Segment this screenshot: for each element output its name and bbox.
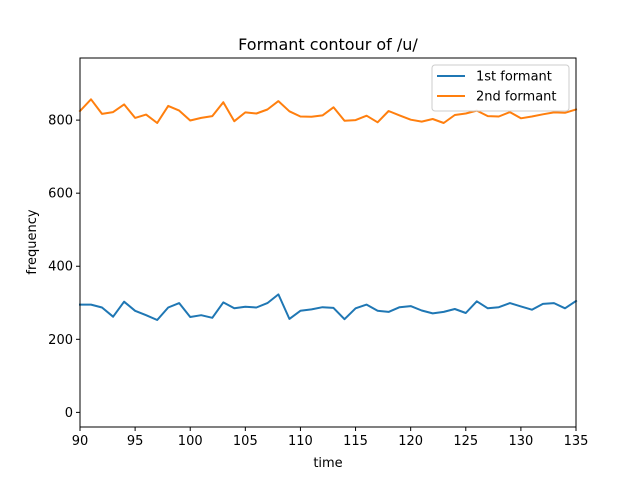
chart-title: Formant contour of /u/: [238, 35, 418, 54]
y-tick-label: 400: [48, 260, 73, 275]
y-axis-ticks: 0 200 400 600 800: [48, 114, 80, 421]
x-tick-label: 115: [343, 434, 368, 449]
x-tick-label: 135: [564, 434, 589, 449]
x-tick-label: 105: [233, 434, 258, 449]
x-tick-label: 95: [127, 434, 144, 449]
x-tick-label: 90: [72, 434, 89, 449]
x-axis-label: time: [313, 456, 342, 471]
y-tick-label: 800: [48, 114, 73, 129]
axes-frame: [79, 57, 577, 428]
x-axis-ticks: 90 95 100 105 110 115 120 125 130 135: [72, 427, 589, 449]
x-tick-label: 110: [288, 434, 313, 449]
series-line-1: [79, 293, 578, 321]
legend-entries: 1st formant 2nd formant: [437, 70, 557, 105]
y-tick-label: 0: [65, 406, 73, 421]
legend-label-1: 1st formant: [476, 70, 552, 85]
legend-box: [431, 64, 570, 112]
y-axis-label: frequency: [25, 209, 40, 275]
legend: 1st formant 2nd formant: [431, 64, 570, 112]
y-tick-label: 200: [48, 333, 73, 348]
plot-area: [78, 98, 578, 321]
x-tick-label: 130: [508, 434, 533, 449]
legend-label-2: 2nd formant: [476, 90, 557, 105]
series-line-2: [78, 98, 578, 124]
y-tick-label: 600: [48, 187, 73, 202]
x-tick-label: 100: [178, 434, 203, 449]
x-tick-label: 125: [453, 434, 478, 449]
x-tick-label: 120: [398, 434, 423, 449]
